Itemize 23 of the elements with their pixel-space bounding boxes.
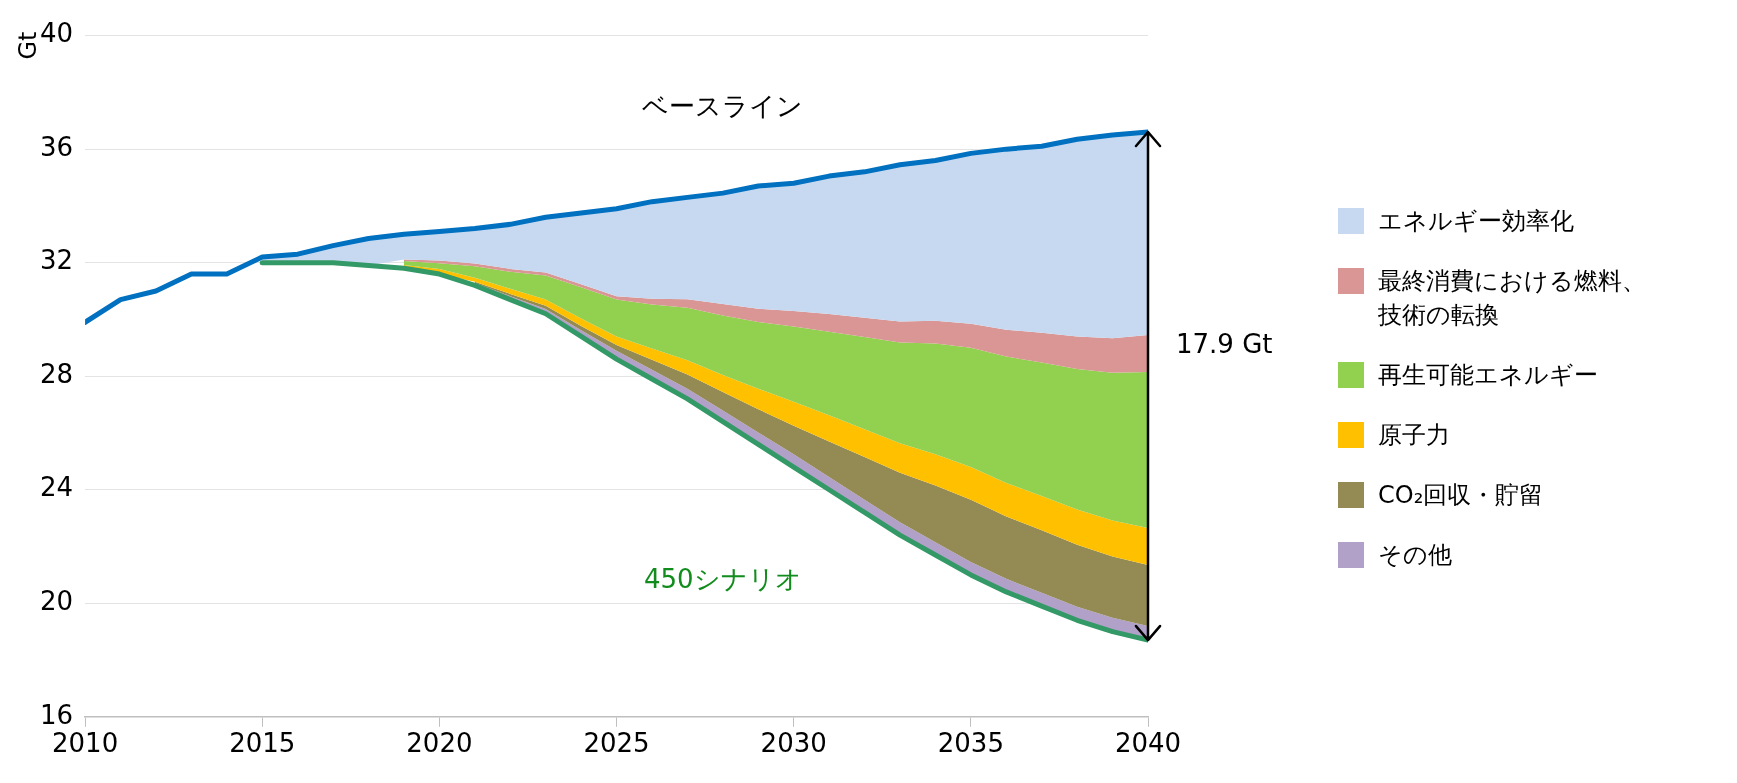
x-tick-label: 2035 — [937, 728, 1004, 759]
legend-label: エネルギー効率化 — [1378, 206, 1574, 237]
x-tick-label: 2010 — [52, 728, 119, 759]
y-tick-label: 28 — [39, 358, 74, 389]
y-tick-label: 24 — [39, 472, 74, 503]
legend-label: 原子力 — [1378, 420, 1450, 451]
legend-label: 最終消費における燃料、技術の転換 — [1378, 266, 1647, 331]
y-tick-label: 32 — [39, 245, 74, 276]
x-tick-label: 2040 — [1114, 728, 1182, 759]
text: 17.9 Gt — [1176, 328, 1273, 359]
legend-label: 再生可能エネルギー — [1378, 360, 1598, 391]
text: 450シナリオ — [644, 564, 802, 595]
text: ベースライン — [642, 90, 804, 121]
x-tick-label: 2025 — [583, 728, 650, 759]
legend-label: その他 — [1378, 540, 1452, 571]
y-tick-label: 36 — [39, 131, 74, 162]
y-tick-label: 20 — [39, 586, 74, 617]
x-tick-label: 2015 — [229, 728, 296, 759]
y-tick-label: 40 — [39, 18, 74, 49]
y-tick-label: 16 — [39, 699, 74, 730]
x-tick-label: 2020 — [406, 728, 473, 759]
legend-label: CO₂回収・貯留 — [1378, 480, 1544, 511]
x-tick-label: 2030 — [760, 728, 827, 759]
